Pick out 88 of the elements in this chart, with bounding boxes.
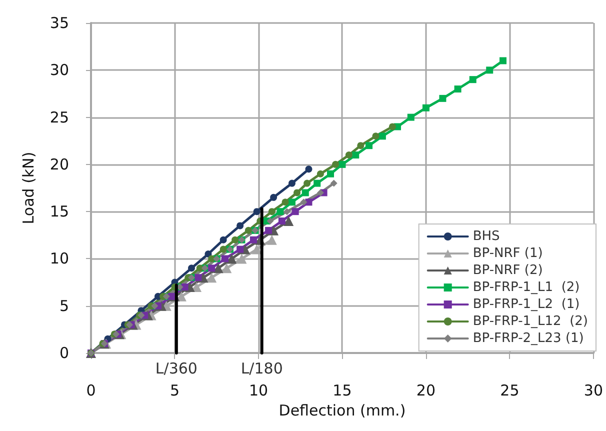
y-tick-label: 30 [50, 61, 69, 80]
point [345, 152, 352, 158]
legend-label: BP-FRP-1_L2 (1) [472, 297, 580, 312]
legend-label: BP-NRF (1) [472, 246, 543, 261]
point [378, 132, 386, 140]
x-tick-label: 25 [500, 382, 520, 400]
point [226, 254, 237, 264]
point [366, 142, 373, 150]
point [327, 170, 334, 178]
y-tick-label: 25 [50, 108, 69, 126]
y-tick-label: 5 [59, 296, 69, 315]
point [388, 123, 396, 130]
point [288, 180, 296, 187]
point [305, 166, 312, 173]
point [236, 254, 247, 264]
y-tick-label: 35 [50, 14, 69, 32]
annotation: L/180 [240, 360, 283, 378]
point [486, 66, 494, 74]
legend-label: BHS [472, 229, 500, 244]
point [422, 104, 430, 112]
point [266, 234, 277, 245]
point [302, 189, 309, 196]
x-tick-label: 30 [584, 382, 604, 400]
point [268, 208, 276, 216]
point [213, 263, 224, 274]
y-tick-label: 15 [50, 202, 69, 221]
point [220, 246, 227, 253]
legend-label: BP-FRP-1_L12 (2) [472, 314, 588, 329]
x-tick-label: 5 [170, 382, 180, 400]
point [181, 284, 188, 290]
y-tick-label: 10 [50, 250, 69, 268]
point [265, 226, 272, 234]
point [407, 114, 414, 121]
point [244, 226, 252, 234]
point [222, 263, 232, 274]
y-tick-label: 20 [50, 155, 69, 174]
point [332, 160, 340, 168]
point [282, 198, 289, 206]
point [283, 208, 290, 216]
point [188, 264, 195, 272]
point [357, 142, 364, 150]
point [292, 208, 299, 216]
x-tick-label: 15 [332, 382, 352, 400]
point [314, 180, 321, 187]
point [372, 132, 380, 140]
point [196, 264, 204, 272]
x-tick-label: 20 [416, 382, 436, 400]
point [352, 152, 360, 158]
point [206, 272, 217, 283]
point [220, 236, 227, 244]
annotation: L/360 [155, 360, 198, 378]
point [288, 198, 296, 206]
point [469, 76, 476, 84]
legend-label: BP-FRP-1_L1 (2) [472, 280, 580, 295]
point [338, 160, 346, 168]
point [330, 180, 338, 187]
x-axis-title: Deflection (mm.) [278, 401, 406, 420]
point [304, 180, 311, 187]
point [316, 170, 324, 178]
point [253, 208, 260, 216]
point [168, 292, 175, 300]
point [500, 57, 507, 64]
legend-label: BP-NRF (2) [472, 263, 543, 278]
legend-label: BP-FRP-2_L23 (1) [472, 331, 584, 346]
point [316, 189, 324, 196]
point [252, 244, 262, 254]
point [284, 216, 294, 226]
point [278, 218, 286, 224]
point [236, 222, 244, 230]
point [439, 94, 446, 102]
point [276, 208, 284, 216]
point [454, 86, 462, 92]
point [208, 264, 216, 272]
point [232, 236, 239, 244]
point [270, 194, 278, 201]
point [300, 198, 308, 206]
point [208, 255, 216, 262]
x-tick-label: 0 [86, 382, 96, 400]
point [294, 189, 301, 196]
point [194, 274, 202, 282]
x-tick-label: 10 [248, 382, 268, 400]
y-tick-label: 0 [59, 344, 69, 362]
point [204, 250, 212, 258]
y-axis-title: Load (kN) [20, 152, 38, 224]
point [236, 246, 244, 253]
point [221, 255, 228, 262]
point [250, 236, 257, 244]
point [266, 218, 274, 224]
